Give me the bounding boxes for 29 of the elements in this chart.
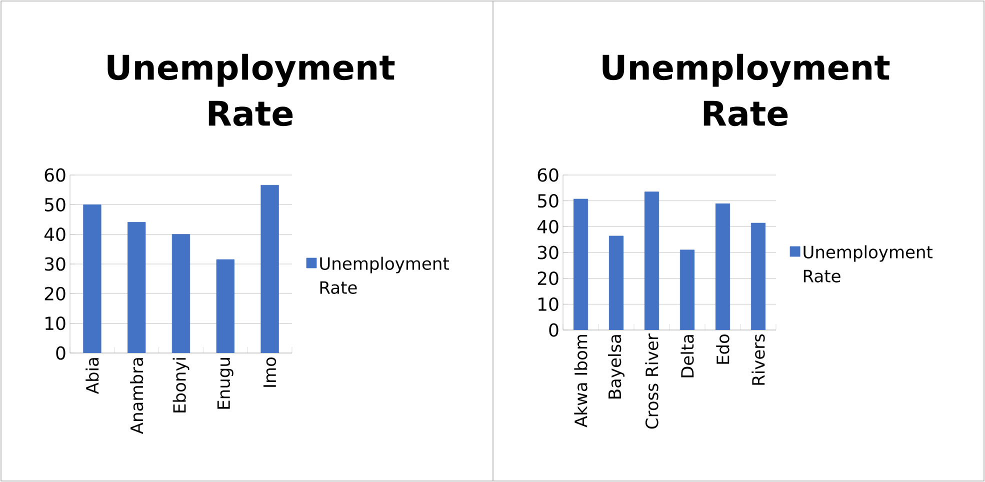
x-tick-label: Cross River [645, 334, 658, 429]
y-tick-label: 50 [44, 198, 66, 212]
x-tick-label: Anambra [130, 358, 144, 434]
x-tick-label: Delta [680, 335, 694, 378]
y-tick-label: 0 [549, 323, 558, 337]
y-tick-label: 20 [538, 272, 558, 286]
y-tick-label: 20 [44, 286, 66, 300]
y-tick-label: 0 [56, 346, 66, 360]
y-tick-label: 30 [44, 257, 66, 271]
y-tick-label: 40 [44, 228, 66, 242]
y-tick-label: 10 [46, 316, 66, 330]
y-tick-label: 30 [538, 246, 558, 260]
y-tick-label: 40 [537, 220, 558, 234]
x-tick-label: Abia [86, 358, 99, 394]
x-tick-label: Bayelsa [608, 335, 624, 398]
x-tick-label: Rivers [752, 334, 765, 385]
x-tick-label: Edo [716, 334, 730, 364]
y-tick-label: 50 [538, 194, 558, 208]
chart-title: Unemployment Rate [602, 54, 890, 126]
legend-label: Unemployment Rate [320, 256, 449, 294]
x-tick-label: Enugu [217, 358, 234, 409]
chart-title: Unemployment Rate [108, 54, 395, 126]
x-tick-label: Akwa Ibom [574, 334, 588, 428]
x-tick-label: Ebonyi [172, 358, 190, 412]
y-tick-label: 60 [44, 168, 66, 182]
x-tick-label: Imo [263, 357, 276, 387]
legend-label: Unemployment Rate [804, 245, 933, 282]
y-tick-label: 10 [538, 297, 558, 311]
y-tick-label: 60 [538, 168, 558, 182]
